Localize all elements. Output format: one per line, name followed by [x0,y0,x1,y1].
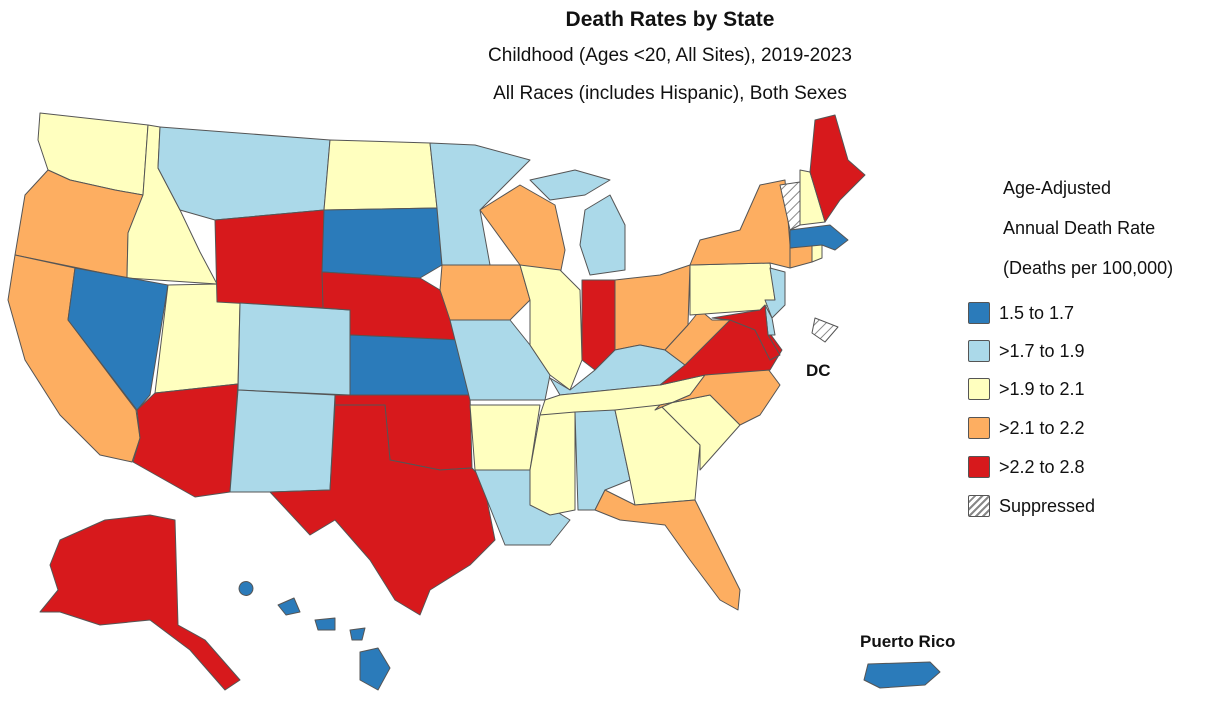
state-SD[interactable] [321,207,443,279]
state-AZ[interactable] [132,383,239,498]
state-MA[interactable] [789,224,849,251]
map-subtitle-1: Childhood (Ages <20, All Sites), 2019-20… [488,45,852,66]
state-MT[interactable] [157,126,331,221]
state-FL[interactable] [594,489,741,611]
legend-item-2: >1.7 to 1.9 [968,338,1085,364]
state-HI[interactable] [238,581,391,691]
legend-label-3: >1.9 to 2.1 [999,378,1085,399]
legend-title-line-3: (Deaths per 100,000) [1003,258,1174,278]
puerto-rico-label: Puerto Rico [860,632,956,651]
map-subtitle-2: All Races (includes Hispanic), Both Sexe… [493,83,847,104]
state-AR[interactable] [469,404,541,471]
legend-swatch-3 [968,378,990,400]
state-DC[interactable] [811,317,839,343]
territory-PR[interactable] [863,661,941,689]
legend-swatch-4 [968,417,990,439]
state-CO[interactable] [237,302,351,396]
legend-swatch-6 [968,495,990,517]
legend-label-5: >2.2 to 2.8 [999,456,1085,477]
legend-title-line-2: Annual Death Rate [1003,218,1156,238]
legend-item-1: 1.5 to 1.7 [968,300,1074,326]
state-WV[interactable] [664,309,731,366]
legend-label-1: 1.5 to 1.7 [999,302,1075,323]
dc-label: DC [806,361,831,380]
legend-swatch-1 [968,302,990,324]
state-AK[interactable] [39,514,241,691]
legend-item-6: Suppressed [968,493,1095,519]
legend-item-3: >1.9 to 2.1 [968,376,1085,402]
legend-swatch-5 [968,456,990,478]
legend-swatch-2 [968,340,990,362]
state-CT[interactable] [789,244,813,269]
state-NM[interactable] [229,389,336,493]
state-NV[interactable] [67,267,169,411]
state-NY[interactable] [689,179,791,269]
state-ND[interactable] [323,139,438,211]
legend-item-5: >2.2 to 2.8 [968,454,1085,480]
map-title: Death Rates by State [565,8,775,31]
state-RI[interactable] [811,244,823,263]
legend-title-line-1: Age-Adjusted [1003,178,1112,198]
legend-item-4: >2.1 to 2.2 [968,415,1085,441]
us-choropleth-map [7,112,941,691]
state-MN[interactable] [429,142,531,266]
state-TX[interactable] [269,404,496,616]
state-MD[interactable] [711,304,781,361]
state-ME[interactable] [809,114,866,223]
state-NC[interactable] [654,364,781,426]
state-MI[interactable] [529,169,626,276]
legend-label-2: >1.7 to 1.9 [999,340,1085,361]
state-WY[interactable] [214,209,325,309]
legend-label-6: Suppressed [999,495,1096,516]
legend-label-4: >2.1 to 2.2 [999,417,1085,438]
state-IA[interactable] [439,264,531,321]
state-KS[interactable] [349,334,471,396]
